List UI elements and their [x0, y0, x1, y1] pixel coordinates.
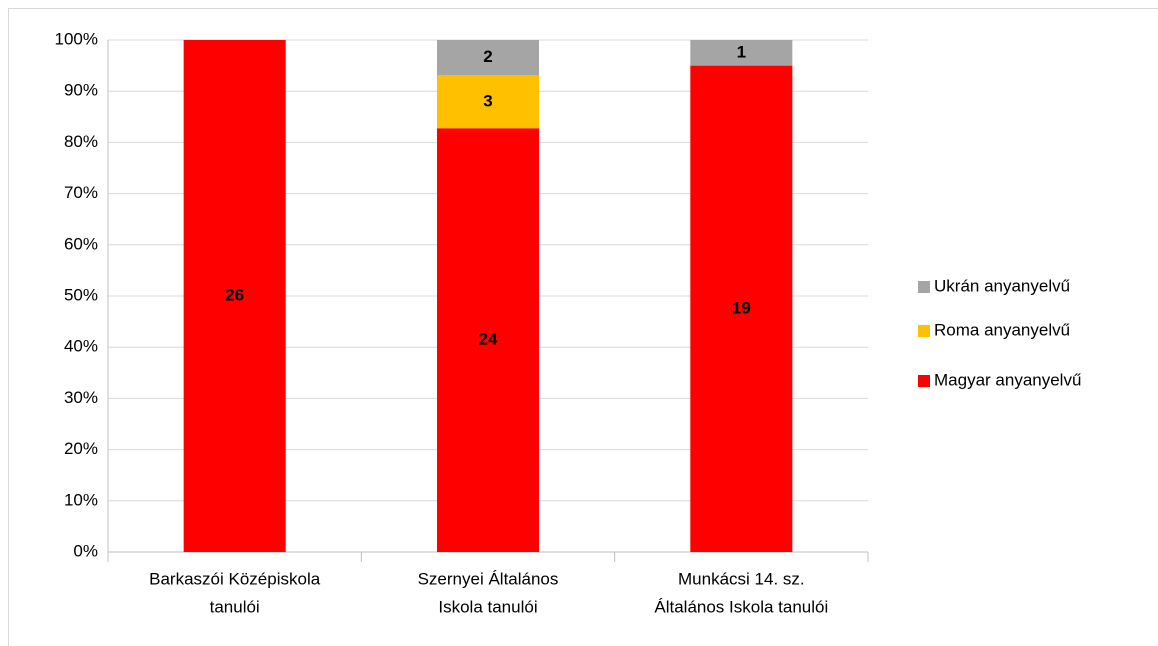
data-label: 3 — [483, 91, 492, 110]
data-label: 1 — [737, 42, 746, 61]
y-tick-label: 60% — [64, 234, 98, 253]
y-tick-label: 20% — [64, 439, 98, 458]
data-label: 2 — [483, 47, 492, 66]
data-label: 26 — [225, 285, 244, 304]
y-tick-label: 30% — [64, 388, 98, 407]
chart-border — [8, 8, 1158, 646]
legend-marker — [918, 325, 930, 337]
y-tick-label: 80% — [64, 132, 98, 151]
x-tick-label: tanulói — [210, 597, 260, 616]
y-tick-label: 50% — [64, 285, 98, 304]
y-tick-label: 70% — [64, 183, 98, 202]
bar-segment — [690, 65, 793, 552]
data-label: 24 — [479, 330, 498, 349]
bar-segment — [690, 40, 793, 66]
bar-segment — [183, 40, 286, 552]
x-tick-label: Iskola tanulói — [438, 597, 537, 616]
x-tick-label: Általános Iskola tanulói — [654, 597, 828, 616]
bar-segment — [437, 40, 539, 76]
legend-marker — [918, 281, 930, 293]
legend-label: Roma anyanyelvű — [934, 320, 1070, 339]
legend-label: Magyar anyanyelvű — [934, 370, 1081, 389]
x-tick-label: Munkácsi 14. sz. — [678, 569, 805, 588]
bar-segment — [437, 128, 539, 552]
x-tick-label: Szernyei Általános — [418, 569, 559, 588]
legend-marker — [918, 375, 930, 387]
y-tick-label: 10% — [64, 490, 98, 509]
data-label: 19 — [732, 298, 751, 317]
bar-segment — [437, 75, 539, 129]
y-tick-label: 100% — [55, 29, 98, 48]
x-tick-label: Barkaszói Középiskola — [149, 569, 321, 588]
y-tick-label: 0% — [73, 541, 98, 560]
y-tick-label: 90% — [64, 81, 98, 100]
y-tick-label: 40% — [64, 337, 98, 356]
legend-label: Ukrán anyanyelvű — [934, 276, 1070, 295]
